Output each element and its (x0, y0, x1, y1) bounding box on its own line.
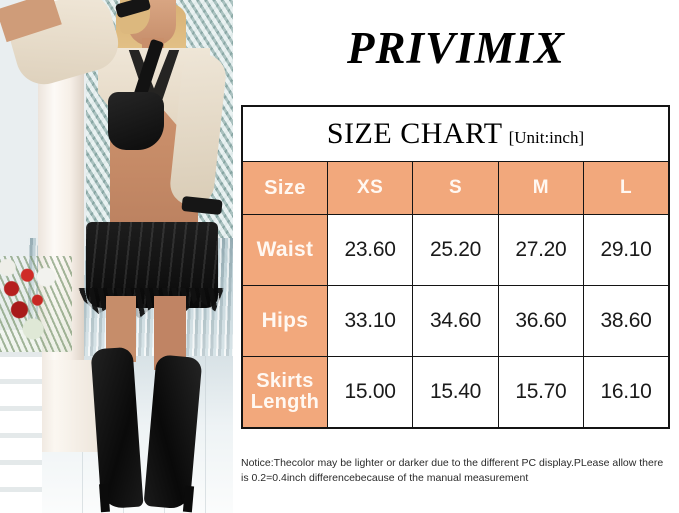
row-label-hips: Hips (241, 285, 328, 357)
table-row-hips: Hips 33.10 34.60 36.60 38.60 (241, 285, 670, 357)
photo-balustrade-rail (0, 330, 42, 513)
notice-line-2: is 0.2=0.4inch differencebecause of the … (241, 472, 529, 485)
row-label-line-2: Length (250, 391, 320, 413)
cell-hips-l: 38.60 (583, 285, 670, 357)
product-photo (0, 0, 233, 513)
cell-hips-s: 34.60 (412, 285, 499, 357)
header-size-m: M (497, 161, 585, 215)
size-chart-table: SIZE CHART [Unit:inch] Size XS S M L Wais… (241, 105, 670, 429)
table-row-skirts-length: Skirts Length 15.00 15.40 15.70 16.10 (241, 356, 670, 429)
table-row-waist: Waist 23.60 25.20 27.20 29.10 (241, 214, 670, 286)
cell-waist-m: 27.20 (497, 214, 585, 286)
brand-logo-title: PRIVIMIX (346, 23, 566, 73)
photo-flower-bouquet (0, 256, 72, 352)
photo-boot-heel-left (99, 483, 110, 513)
notice-line-1: Notice:Thecolor may be lighter or darker… (241, 457, 664, 469)
size-chart-unit: [Unit:inch] (508, 128, 585, 147)
measurement-notice: Notice:Thecolor may be lighter or darker… (241, 456, 671, 486)
table-title-row: SIZE CHART [Unit:inch] (241, 105, 670, 162)
header-size-l: L (583, 161, 670, 215)
cell-skirts-length-xs: 15.00 (326, 356, 414, 429)
size-chart-panel: PRIVIMIX SIZE CHART [Unit:inch] Size XS S… (233, 0, 679, 513)
header-size-xs: XS (326, 161, 414, 215)
cell-hips-m: 36.60 (497, 285, 585, 357)
cell-waist-s: 25.20 (412, 214, 499, 286)
cell-waist-xs: 23.60 (326, 214, 414, 286)
header-size-s: S (412, 161, 499, 215)
row-label-skirts-length: Skirts Length (241, 356, 328, 429)
table-header-row: Size XS S M L (241, 161, 670, 215)
cell-skirts-length-m: 15.70 (497, 356, 585, 429)
cell-skirts-length-l: 16.10 (583, 356, 670, 429)
size-chart-title-cell: SIZE CHART [Unit:inch] (241, 105, 670, 162)
row-label-waist: Waist (241, 214, 328, 286)
size-chart-title: SIZE CHART (326, 117, 503, 150)
cell-skirts-length-s: 15.40 (412, 356, 499, 429)
photo-crossbody-bag (108, 92, 164, 150)
cell-hips-xs: 33.10 (326, 285, 414, 357)
cell-waist-l: 29.10 (583, 214, 670, 286)
row-label-line-1: Skirts (256, 370, 314, 392)
header-size-label: Size (241, 161, 328, 215)
